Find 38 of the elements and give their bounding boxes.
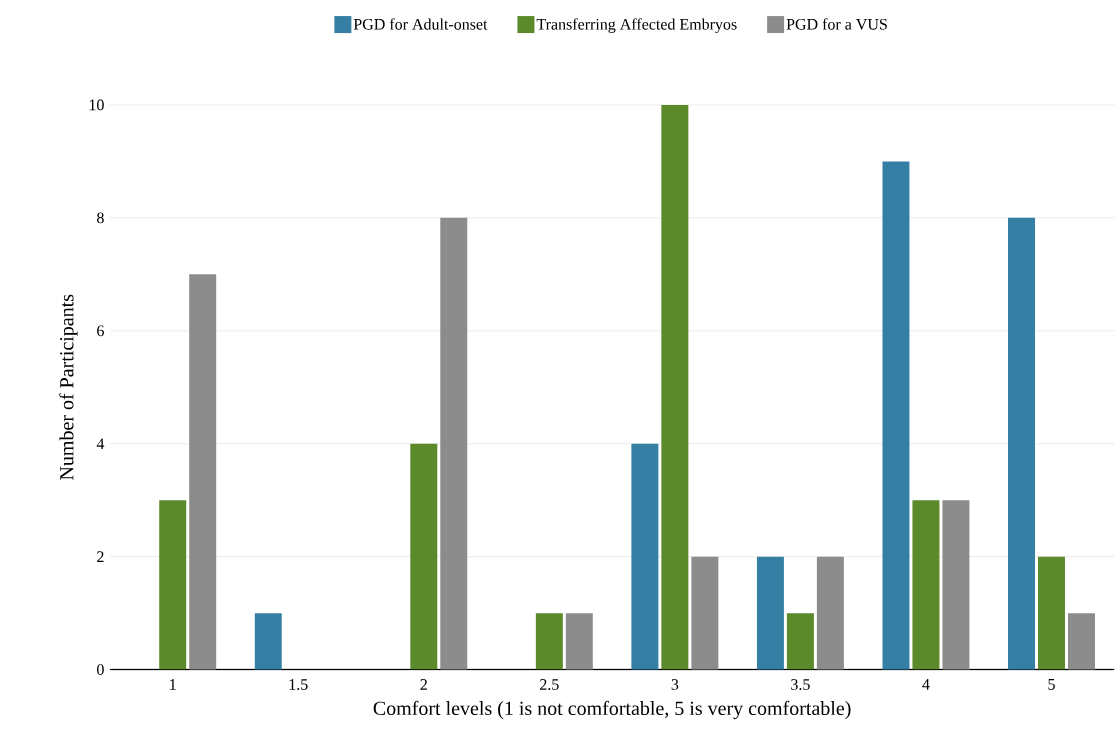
- bar: [912, 500, 940, 670]
- bar: [756, 556, 784, 670]
- bar: [661, 105, 689, 670]
- bar: [189, 274, 217, 670]
- bar: [254, 613, 282, 670]
- bar: [882, 161, 910, 670]
- bar: [691, 556, 719, 670]
- bar: [1037, 556, 1065, 670]
- bar: [440, 218, 468, 670]
- x-tick-label: 1.5: [289, 679, 308, 691]
- x-tick-label: 3.5: [791, 679, 810, 691]
- legend-label: PGD for a VUS: [786, 18, 887, 30]
- y-axis-title: Number of Participants: [59, 294, 78, 481]
- x-tick-label: 3: [671, 679, 679, 691]
- x-tick-label: 5: [1048, 679, 1055, 690]
- x-tick-label: 1: [170, 679, 176, 690]
- y-tick-label: 2: [97, 551, 104, 563]
- x-tick-label: 2.5: [540, 679, 559, 691]
- bar: [535, 613, 563, 670]
- bar: [786, 613, 814, 670]
- y-tick-label: 6: [97, 325, 104, 337]
- x-tick-label: 4: [922, 679, 930, 690]
- bar: [816, 556, 844, 670]
- legend-label: Transferring Affected Embryos: [536, 18, 737, 34]
- y-tick-label: 8: [97, 212, 104, 224]
- y-tick-label: 0: [97, 664, 104, 676]
- y-tick-label: 10: [89, 99, 104, 111]
- bar: [159, 500, 187, 670]
- x-tick-label: 2: [420, 679, 427, 690]
- bar: [631, 443, 659, 670]
- x-axis-title: Comfort levels (1 is not comfortable, 5 is very comfortable): [373, 701, 851, 720]
- legend-label: PGD for Adult-onset: [353, 18, 488, 30]
- bar: [942, 500, 970, 670]
- bar: [1008, 218, 1035, 670]
- bar: [410, 443, 438, 670]
- bar: [1067, 613, 1095, 670]
- bar: [565, 613, 593, 670]
- y-tick-label: 4: [96, 438, 105, 450]
